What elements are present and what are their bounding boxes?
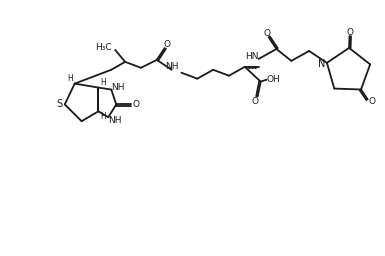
Text: HN: HN (245, 52, 258, 61)
Text: O: O (347, 28, 354, 37)
Text: H: H (67, 74, 73, 83)
Text: H₃C: H₃C (95, 42, 112, 51)
Text: NH: NH (111, 83, 125, 92)
Text: NH: NH (165, 62, 178, 71)
Text: H: H (100, 112, 106, 121)
Text: O: O (368, 97, 375, 106)
Text: O: O (132, 100, 139, 109)
Text: N: N (318, 59, 326, 69)
Text: H: H (100, 78, 106, 87)
Text: S: S (57, 99, 63, 109)
Text: NH: NH (109, 116, 122, 125)
Text: O: O (263, 29, 270, 38)
Text: OH: OH (267, 75, 280, 84)
Text: O: O (163, 40, 170, 49)
Text: O: O (251, 97, 258, 106)
